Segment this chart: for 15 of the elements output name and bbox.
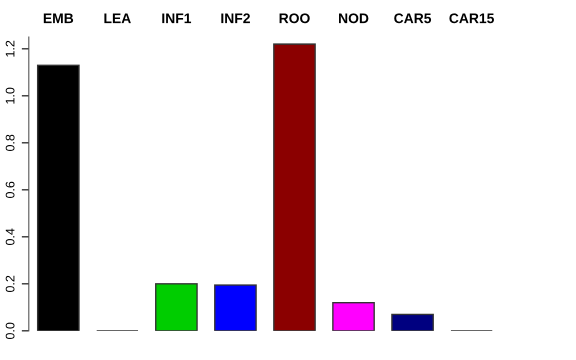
x-tick-label: CAR15 [449,13,494,24]
y-tick-label: 0.4 [6,228,15,246]
x-tick-label: LEA [104,14,131,24]
y-tick-label: 0.8 [6,134,15,152]
x-tick-label: CAR5 [394,13,432,24]
y-tick-label: 1.0 [6,88,15,104]
x-tick-label: INF1 [162,14,192,24]
x-tick-label: INF2 [221,13,250,24]
y-tick-label: 0.6 [6,182,15,198]
x-tick-label: EMB [44,14,74,24]
y-tick-label: 1.2 [6,40,14,57]
x-tick-label: NOD [339,13,368,24]
y-tick-label: 0.2 [6,276,15,292]
x-tick-label: ROO [280,13,310,24]
y-tick-label: 0.0 [6,322,15,340]
